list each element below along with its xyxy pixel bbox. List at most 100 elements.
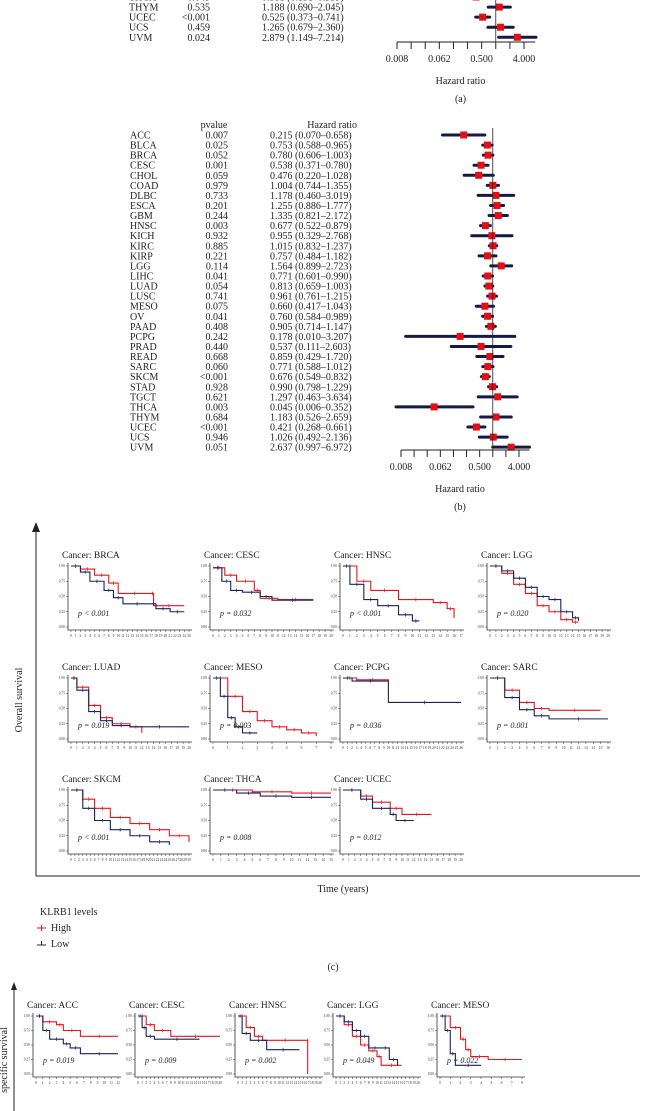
km-x-tick-label: 0 bbox=[342, 858, 344, 862]
forest-row-hazard-ratio: 1.188 (0.690–2.045) bbox=[262, 3, 344, 14]
km-x-tick-label: 16 bbox=[436, 858, 440, 862]
panel-label: (c) bbox=[327, 962, 338, 973]
km-p-value: p = 0.003 bbox=[219, 721, 251, 730]
km-x-tick-label: 4 bbox=[89, 634, 91, 638]
km-x-tick-label: 13 bbox=[584, 746, 588, 750]
km-x-tick-label: 5 bbox=[90, 858, 92, 862]
km-x-tick-label: 3 bbox=[56, 1081, 58, 1085]
km-x-tick-label: 13 bbox=[190, 1081, 194, 1085]
forest-x-axis-label: Hazard ratio bbox=[435, 484, 485, 495]
km-y-tick-label: 0.25 bbox=[59, 834, 65, 838]
km-x-tick-label: 10 bbox=[109, 858, 113, 862]
forest-row-cancer: UCEC bbox=[130, 423, 157, 434]
km-x-tick-label: 21 bbox=[168, 634, 172, 638]
km-x-tick-label: 20 bbox=[416, 1081, 420, 1085]
forest-row-pvalue: 0.733 bbox=[206, 191, 229, 202]
km-x-tick-label: 18 bbox=[175, 746, 179, 750]
km-y-tick-label: 0.00 bbox=[478, 625, 484, 629]
km-x-tick-label: 7 bbox=[364, 1081, 366, 1085]
km-curve-low bbox=[440, 1015, 481, 1066]
forest-x-tick-label: 0.008 bbox=[386, 54, 409, 65]
km-x-tick-label: 19 bbox=[323, 634, 327, 638]
forest-row-cancer: THYM bbox=[130, 412, 160, 423]
km-x-tick-label: 1 bbox=[348, 858, 350, 862]
forest-row-pvalue: 0.052 bbox=[206, 151, 229, 162]
km-x-tick-label: 16 bbox=[452, 634, 456, 638]
km-x-tick-label: 8 bbox=[330, 746, 332, 750]
forest-point bbox=[513, 33, 521, 41]
km-x-tick-label: 6 bbox=[98, 634, 100, 638]
km-x-tick-label: 4 bbox=[370, 634, 372, 638]
forest-row-cancer: PAAD bbox=[130, 322, 156, 333]
km-x-tick-label: 5 bbox=[286, 746, 288, 750]
km-panel-title: Cancer: ACC bbox=[27, 1001, 78, 1011]
forest-point bbox=[460, 131, 468, 139]
km-x-tick-label: 26 bbox=[171, 858, 175, 862]
km-x-tick-label: 13 bbox=[120, 858, 124, 862]
km-x-tick-label: 10 bbox=[270, 634, 274, 638]
forest-point bbox=[430, 403, 438, 411]
km-y-tick-label: 0.25 bbox=[59, 610, 65, 614]
km-x-tick-label: 16 bbox=[583, 634, 587, 638]
forest-row-hazard-ratio: 1.015 (0.832–1.237) bbox=[270, 241, 352, 252]
forest-row-cancer: LIHC bbox=[130, 271, 154, 282]
forest-point bbox=[484, 272, 492, 280]
km-x-tick-label: 16 bbox=[164, 746, 168, 750]
forest-point bbox=[484, 151, 492, 159]
km-x-tick-label: 7 bbox=[267, 858, 269, 862]
km-x-tick-label: 17 bbox=[306, 1081, 310, 1085]
km-x-tick-label: 1 bbox=[339, 1081, 341, 1085]
km-x-tick-label: 5 bbox=[377, 634, 379, 638]
km-x-tick-label: 1 bbox=[495, 634, 497, 638]
km-x-tick-label: 5 bbox=[251, 858, 253, 862]
km-x-tick-label: 6 bbox=[106, 746, 108, 750]
km-x-tick-label: 12 bbox=[577, 746, 581, 750]
km-x-tick-label: 19 bbox=[214, 1081, 218, 1085]
km-x-tick-label: 1 bbox=[141, 1081, 143, 1085]
km-x-tick-label: 5 bbox=[258, 1081, 260, 1085]
forest-row-hazard-ratio: 1.297 (0.463–3.634) bbox=[270, 392, 352, 403]
km-x-tick-label: 18 bbox=[210, 1081, 214, 1085]
km-x-tick-label: 24 bbox=[164, 858, 168, 862]
km-x-tick-label: 6 bbox=[301, 746, 303, 750]
km-panel-title: Cancer: CESC bbox=[204, 551, 260, 561]
forest-point bbox=[475, 171, 483, 179]
km-y-tick-label: 0.75 bbox=[428, 1029, 434, 1033]
km-x-tick-label: 11 bbox=[113, 858, 117, 862]
km-y-tick-label: 0.25 bbox=[226, 1058, 232, 1062]
km-y-tick-label: 1.00 bbox=[201, 564, 207, 568]
km-x-tick-label: 10 bbox=[277, 1081, 281, 1085]
forest-row-hazard-ratio: 0.525 (0.373–0.741) bbox=[262, 13, 344, 24]
forest-row-cancer: THCA bbox=[129, 0, 157, 4]
km-x-tick-label: 9 bbox=[265, 634, 267, 638]
km-x-tick-label: 16 bbox=[302, 1081, 306, 1085]
km-curve-low bbox=[213, 789, 331, 798]
forest-row-pvalue: 0.979 bbox=[206, 181, 229, 192]
legend-label-low: Low bbox=[51, 939, 70, 950]
km-y-tick-label: 0.25 bbox=[428, 1058, 434, 1062]
forest-row-hazard-ratio: 0.905 (0.714–1.147) bbox=[270, 322, 352, 333]
km-x-tick-label: 12 bbox=[424, 634, 428, 638]
km-x-tick-label: 0 bbox=[335, 1081, 337, 1085]
km-x-tick-label: 11 bbox=[181, 1081, 185, 1085]
km-x-tick-label: 15 bbox=[577, 634, 581, 638]
km-curve-low bbox=[138, 1015, 200, 1040]
km-x-tick-label: 7 bbox=[511, 1081, 513, 1085]
km-y-tick-label: 0.25 bbox=[331, 610, 337, 614]
km-panel-title: Cancer: LGG bbox=[327, 1001, 379, 1011]
forest-header-pvalue: pvalue bbox=[201, 120, 228, 131]
km-y-tick-label: 0.75 bbox=[126, 1029, 132, 1033]
km-y-tick-label: 1.00 bbox=[126, 1014, 132, 1018]
km-x-tick-label: 20 bbox=[606, 634, 610, 638]
km-x-tick-label: 2 bbox=[228, 858, 230, 862]
forest-row-hazard-ratio: 0.660 (0.417–1.043) bbox=[270, 302, 352, 313]
km-y-tick-label: 0.00 bbox=[59, 737, 65, 741]
km-y-tick-label: 1.00 bbox=[59, 788, 65, 792]
forest-point bbox=[481, 302, 489, 310]
km-y-tick-label: 0.75 bbox=[324, 1029, 330, 1033]
km-y-tick-label: 0.50 bbox=[24, 1043, 30, 1047]
km-x-tick-label: 6 bbox=[525, 634, 527, 638]
forest-row-hazard-ratio: 1.026 (0.492–2.136) bbox=[270, 433, 352, 444]
km-y-tick-label: 0.25 bbox=[478, 722, 484, 726]
km-curve-low bbox=[71, 789, 170, 845]
